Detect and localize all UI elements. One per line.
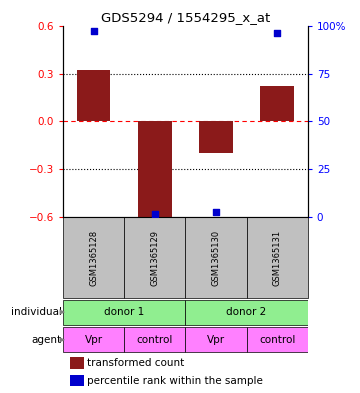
Text: Vpr: Vpr bbox=[85, 335, 103, 345]
Bar bbox=[247, 327, 308, 353]
Text: percentile rank within the sample: percentile rank within the sample bbox=[87, 376, 264, 386]
Bar bbox=[124, 217, 185, 298]
Point bbox=[213, 209, 219, 215]
Text: donor 1: donor 1 bbox=[104, 307, 144, 317]
Text: GSM1365128: GSM1365128 bbox=[89, 230, 98, 286]
Text: GSM1365131: GSM1365131 bbox=[273, 230, 282, 286]
Bar bbox=[63, 299, 185, 325]
Bar bbox=[260, 86, 294, 121]
Point bbox=[274, 30, 280, 37]
Bar bbox=[63, 217, 124, 298]
Bar bbox=[185, 299, 308, 325]
Point bbox=[152, 210, 158, 217]
Bar bbox=[63, 327, 124, 353]
Bar bbox=[247, 217, 308, 298]
Text: GSM1365129: GSM1365129 bbox=[150, 230, 159, 286]
Bar bbox=[70, 357, 84, 369]
Bar bbox=[185, 327, 247, 353]
Bar bbox=[138, 121, 172, 217]
Text: GSM1365130: GSM1365130 bbox=[212, 230, 220, 286]
Bar bbox=[77, 70, 111, 121]
Text: agent: agent bbox=[32, 335, 62, 345]
Bar bbox=[70, 375, 84, 386]
Text: donor 2: donor 2 bbox=[226, 307, 267, 317]
Bar bbox=[185, 217, 247, 298]
Text: control: control bbox=[259, 335, 296, 345]
Bar bbox=[199, 121, 233, 153]
Bar bbox=[124, 327, 185, 353]
Text: transformed count: transformed count bbox=[87, 358, 185, 368]
Point bbox=[91, 28, 96, 35]
Text: control: control bbox=[136, 335, 173, 345]
Text: Vpr: Vpr bbox=[207, 335, 225, 345]
Title: GDS5294 / 1554295_x_at: GDS5294 / 1554295_x_at bbox=[101, 11, 270, 24]
Text: individual: individual bbox=[11, 307, 62, 317]
